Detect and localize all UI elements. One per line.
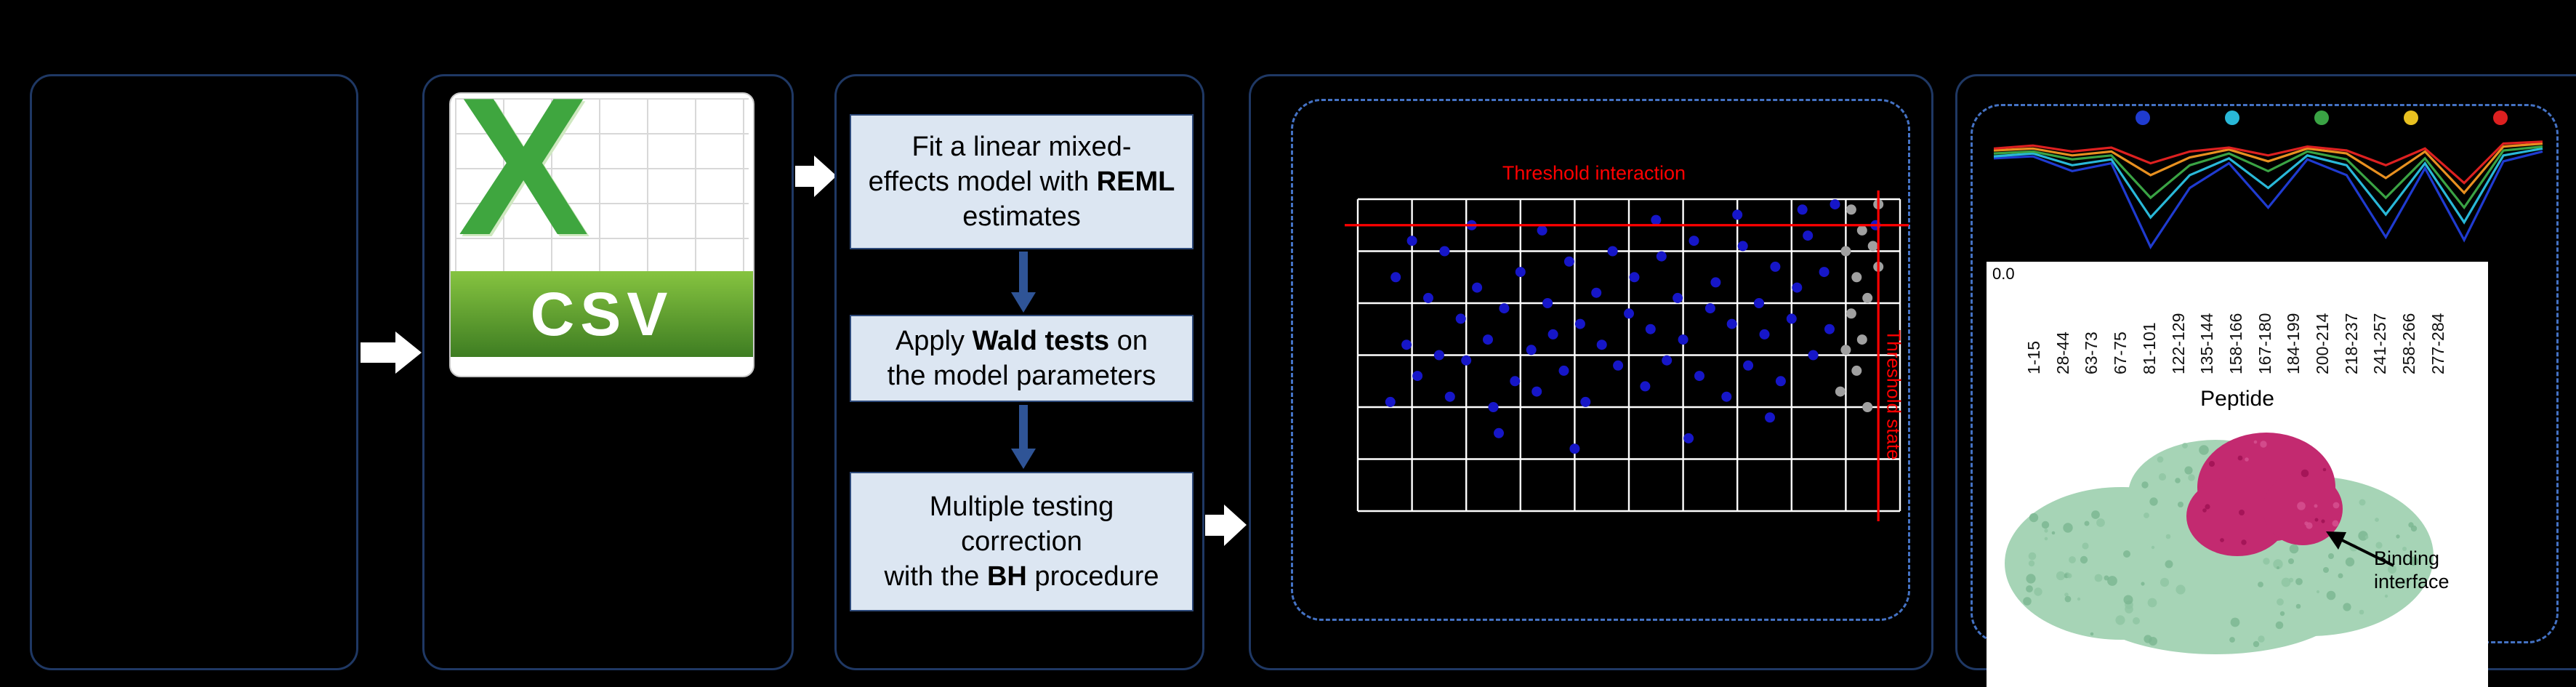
timepoint-legend <box>2136 110 2508 126</box>
peptide-tick-label: 241-257 <box>2370 313 2390 374</box>
legend-dot <box>2404 111 2418 125</box>
down-arrow-icon <box>1011 405 1036 469</box>
series-green <box>1993 145 2543 210</box>
peptide-tick-label: 218-237 <box>2341 313 2361 374</box>
peptide-tick-label: 1-15 <box>2024 340 2043 374</box>
right-arrow-icon <box>1205 505 1247 546</box>
panel-csv-input: X CSV <box>422 74 794 670</box>
series-orange <box>1993 142 2543 195</box>
panel-statistical-model: Fit a linear mixed- effects model with R… <box>834 74 1204 670</box>
peptides-nonsignificant <box>1835 199 1884 412</box>
peptide-tick-label: 135-144 <box>2197 313 2217 374</box>
legend-dot <box>2225 111 2239 125</box>
peptide-tick-label: 167-180 <box>2255 313 2274 374</box>
panel-volcano-plot: Threshold interaction Threshold state <box>1249 74 1933 670</box>
peptide-figure: 0.0 1-15 28-44 63-73 67-75 81-101 122-129 135-… <box>1987 262 2488 687</box>
threshold-state-label: Threshold state <box>1883 329 1905 460</box>
peptide-tick-label: 28-44 <box>2053 332 2072 374</box>
legend-dot <box>2136 111 2150 125</box>
step-text: Apply Wald tests on the model parameters <box>887 325 1156 391</box>
csv-file-icon: X CSV <box>449 92 754 377</box>
panel-input-data <box>30 74 358 670</box>
x-axis-title: Peptide <box>2200 387 2274 411</box>
peptide-tick-label: 200-214 <box>2313 313 2332 374</box>
threshold-lines <box>1345 190 1909 521</box>
csv-label: CSV <box>530 279 674 348</box>
legend-dot <box>2314 111 2329 125</box>
deuterium-uptake-line-chart <box>1993 140 2543 249</box>
right-arrow-icon <box>795 156 837 197</box>
csv-ribbon: CSV <box>451 271 753 357</box>
spreadsheet-grid <box>455 98 749 274</box>
step-bh-correction: Multiple testing correction with the BH … <box>850 472 1194 611</box>
peptide-tick-label: 63-73 <box>2082 332 2101 374</box>
protein-surface <box>2005 440 2434 654</box>
series-red <box>1993 140 2543 185</box>
panel-results: 0.0 1-15 28-44 63-73 67-75 81-101 122-129 135-… <box>1955 74 2576 687</box>
peptides-significant <box>1385 199 1881 454</box>
annotation-arrow <box>2326 531 2394 567</box>
dashed-border <box>1291 99 1910 621</box>
binding-interface-annotation: Binding interface <box>2374 547 2450 593</box>
protein-structure-image <box>2005 433 2434 654</box>
threshold-interaction-label: Threshold interaction <box>1502 162 1686 184</box>
step-text: Multiple testing correction with the BH … <box>884 491 1159 592</box>
peptide-tick-label: 122-129 <box>2168 313 2188 374</box>
legend-dot <box>2493 111 2508 125</box>
y-axis-tick: 0.0 <box>1992 265 2015 283</box>
right-arrow-icon <box>361 332 422 374</box>
down-arrow-icon <box>1011 252 1036 313</box>
step-fit-mixed-model: Fit a linear mixed- effects model with R… <box>850 114 1194 249</box>
excel-x-logo: X <box>458 92 589 276</box>
x-axis-peptide-labels: 1-15 28-44 63-73 67-75 81-101 122-129 135-144 1… <box>1987 262 2488 385</box>
step-text: Fit a linear mixed- effects model with R… <box>868 131 1175 233</box>
peptide-tick-label: 81-101 <box>2139 322 2159 374</box>
step-wald-tests: Apply Wald tests on the model parameters <box>850 315 1194 402</box>
series-cyan <box>1993 147 2543 225</box>
peptide-tick-label: 277-284 <box>2428 313 2447 374</box>
series-blue <box>1993 150 2543 249</box>
binding-interface-region <box>2186 433 2343 556</box>
peptide-tick-label: 67-75 <box>2111 332 2130 374</box>
peptide-tick-label: 258-266 <box>2399 313 2419 374</box>
peptide-tick-label: 158-166 <box>2226 313 2245 374</box>
volcano-scatter-plot <box>1345 190 1909 521</box>
peptide-tick-label: 184-199 <box>2284 313 2303 374</box>
